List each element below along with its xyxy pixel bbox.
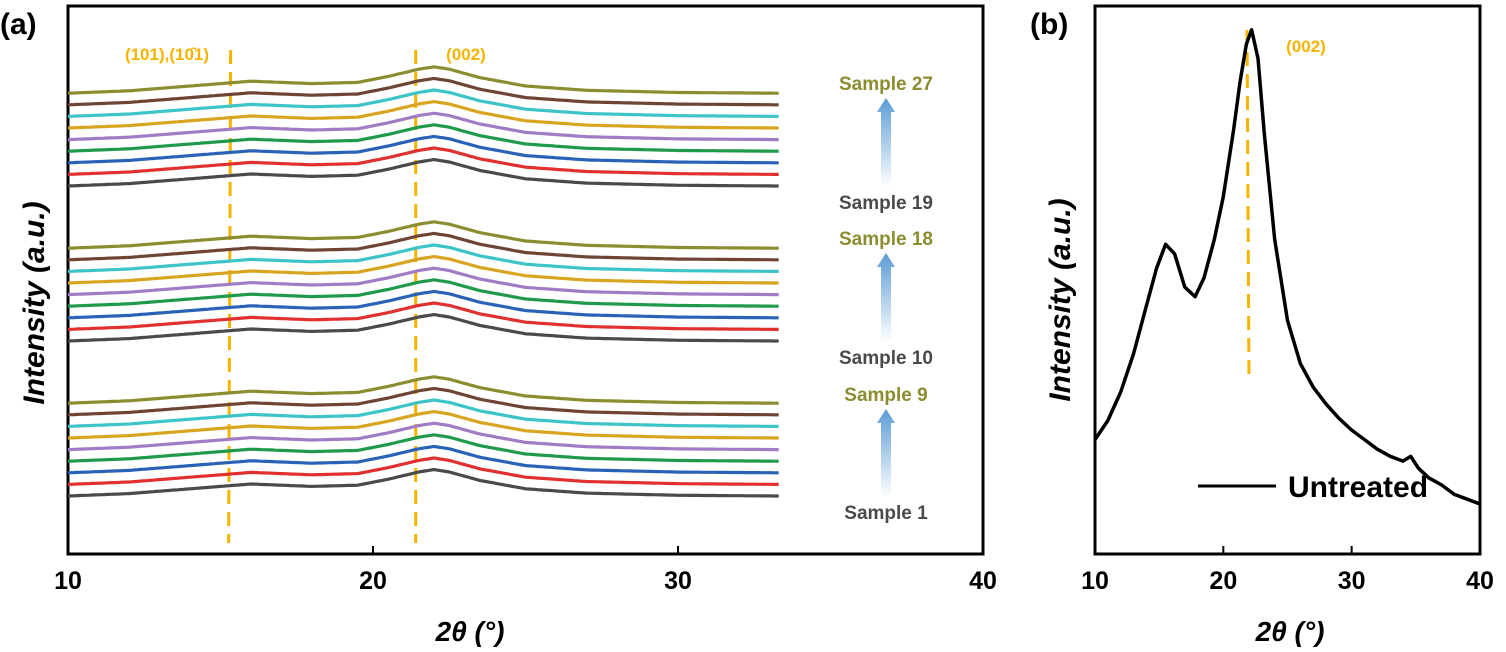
panel-a-chart: (101),(10̄1) (002) 10 20 30 40 Sample 9Sampl… — [18, 4, 997, 647]
panel-label-a: (a) — [0, 8, 37, 41]
panel-b-curves — [1093, 28, 1481, 506]
panel-a-trend-arrow-icon — [877, 253, 895, 342]
panel-a-group-end-label: Sample 27 — [839, 74, 933, 95]
panel-a-group-start-label: Sample 10 — [839, 348, 933, 369]
panel-a-group-start-label: Sample 1 — [844, 503, 928, 524]
panel-b-series-line — [1093, 28, 1481, 506]
panel-a-series-line — [67, 421, 779, 452]
panel-a-series-line — [67, 386, 779, 417]
panel-a-series-line — [67, 456, 779, 486]
panel-a-series-line — [67, 146, 779, 176]
panel-a-annotations: Sample 9 Sample 1 Sample 18 Sample 10 Sample… — [839, 74, 933, 524]
panel-a-curves — [67, 65, 779, 498]
panel-a-series-line — [67, 243, 779, 273]
panel-a-x-tick-label: 10 — [54, 567, 82, 595]
panel-a-series-line — [67, 76, 779, 107]
panel-a-series-line — [67, 65, 779, 95]
panel-a-x-tick-label: 40 — [969, 567, 997, 595]
panel-b-x-tick-label: 40 — [1466, 567, 1494, 595]
panel-a-series-line — [67, 468, 779, 498]
panel-b-x-axis-label-main: 2θ ( — [1255, 616, 1307, 647]
panel-a-trend-arrow-icon — [877, 98, 895, 187]
panel-a-x-ticks: 10 20 30 40 — [54, 546, 997, 595]
panel-a-series-line — [67, 100, 779, 130]
panel-a-trend-arrow-icon — [877, 409, 895, 497]
panel-b-x-ticks: 10 20 30 40 — [1081, 546, 1494, 595]
panel-b-x-tick-label: 20 — [1209, 567, 1237, 595]
panel-b-legend: Untreated — [1198, 471, 1428, 504]
panel-a-x-axis-label-main: 2θ ( — [435, 616, 487, 647]
panel-a-series-line — [67, 220, 779, 250]
panel-a-series-line — [67, 444, 779, 475]
panel-a-series-line — [67, 398, 779, 428]
panel-a-series-line — [67, 433, 779, 463]
panel-b-peak-label: (002) — [1286, 37, 1326, 56]
panel-a-series-line — [67, 88, 779, 118]
panel-b-reference-line — [1245, 29, 1251, 381]
panel-b-plot-frame — [1093, 4, 1482, 556]
panel-a-series-line — [67, 375, 779, 405]
panel-label-b: (b) — [1030, 8, 1068, 41]
panel-a-peak-label: (002) — [446, 45, 486, 64]
panel-a-group-end-label: Sample 9 — [844, 385, 927, 406]
panel-a-series-line — [67, 313, 779, 343]
panel-a-group-start-label: Sample 19 — [839, 193, 933, 214]
panel-a-x-tick-label: 30 — [664, 567, 692, 595]
panel-b-reference-lines: (002) — [1245, 29, 1326, 381]
panel-b-x-axis-label-unit: °) — [1304, 616, 1325, 647]
panel-b-chart: (002) 10 20 30 40 Untreated Intensity (a.u.… — [1044, 4, 1494, 647]
panel-a-y-axis-label: Intensity (a.u.) — [18, 201, 51, 404]
panel-a-series-line — [67, 255, 779, 285]
panel-a-series-line — [67, 301, 779, 331]
panel-a-series-line — [67, 231, 779, 262]
panel-a-series-line — [67, 134, 779, 165]
panel-b-x-axis-label: 2θ (°) — [1255, 616, 1325, 647]
panel-a-x-tick-label: 20 — [359, 567, 387, 595]
panel-a-series-line — [67, 289, 779, 320]
panel-a-series-line — [67, 123, 779, 153]
panel-a-series-line — [67, 410, 779, 440]
panel-a-series-line — [67, 158, 779, 188]
panel-a-series-line — [67, 111, 779, 142]
panel-b-x-tick-label: 30 — [1338, 567, 1366, 595]
panel-a-peak-label: (101),(10̄1) — [125, 45, 209, 64]
panel-b-y-axis-label: Intensity (a.u.) — [1044, 198, 1077, 401]
panel-b-x-tick-label: 10 — [1081, 567, 1109, 595]
panel-a-group-end-label: Sample 18 — [839, 229, 933, 250]
panel-a-x-axis-label: 2θ (°) — [435, 616, 505, 647]
panel-a-x-axis-label-unit: °) — [484, 616, 505, 647]
panel-a-plot-frame — [66, 4, 985, 556]
panel-a-series-line — [67, 278, 779, 308]
panel-a-series-line — [67, 266, 779, 297]
panel-b-legend-label: Untreated — [1288, 471, 1428, 504]
